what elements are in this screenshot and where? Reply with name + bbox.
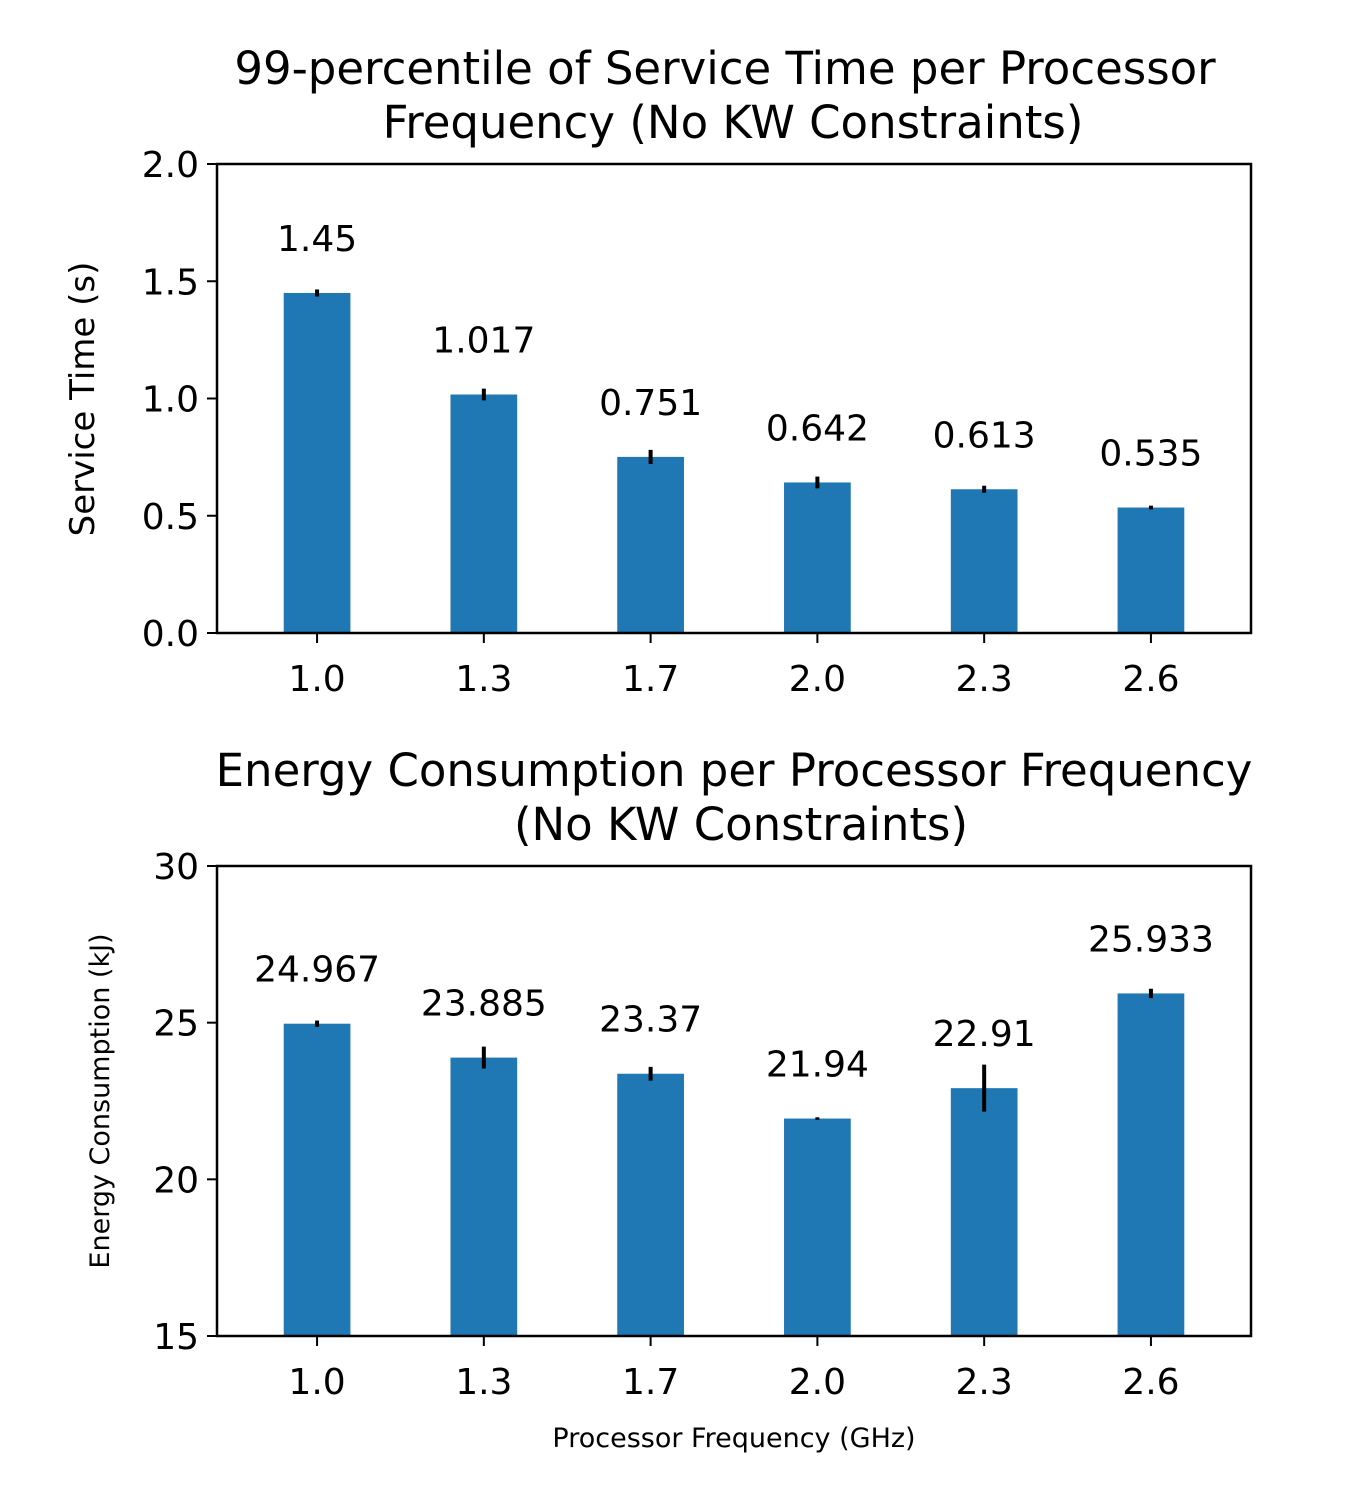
data-label-1.3: 1.017 xyxy=(432,321,535,362)
data-label-1.7: 23.37 xyxy=(599,1000,702,1041)
data-labels: 24.967 23.885 23.37 21.94 22.91 25.933 xyxy=(254,919,1214,1085)
y-tick-label: 15 xyxy=(153,1317,199,1358)
data-label-2.3: 22.91 xyxy=(933,1014,1036,1055)
service-time-chart: 99-percentile of Service Time per Proces… xyxy=(63,42,1253,700)
y-ticks: 15 20 25 30 xyxy=(153,847,217,1358)
x-tick-label: 2.0 xyxy=(789,659,846,700)
chart-title-line-1: 99-percentile of Service Time per Proces… xyxy=(234,42,1216,95)
y-tick-label: 1.5 xyxy=(142,262,199,303)
y-axis-label: Service Time (s) xyxy=(63,262,103,537)
data-label-2.0: 0.642 xyxy=(766,408,869,449)
data-label-2.3: 0.613 xyxy=(933,415,1036,456)
chart-title-line-2: Frequency (No KW Constraints) xyxy=(383,96,1084,149)
bars xyxy=(283,292,1185,633)
y-tick-label: 2.0 xyxy=(142,145,199,186)
bar-1.3 xyxy=(450,1057,518,1336)
x-tick-label: 2.3 xyxy=(956,659,1013,700)
data-label-2.6: 0.535 xyxy=(1099,434,1202,475)
y-tick-label: 25 xyxy=(153,1004,199,1045)
x-tick-label: 1.3 xyxy=(455,659,512,700)
data-label-2.6: 25.933 xyxy=(1088,919,1214,960)
bars xyxy=(283,993,1185,1336)
y-tick-label: 30 xyxy=(153,847,199,888)
x-tick-label: 2.3 xyxy=(956,1362,1013,1403)
x-tick-label: 1.7 xyxy=(622,659,679,700)
data-label-2.0: 21.94 xyxy=(766,1045,869,1086)
y-axis-label: Energy Consumption (kJ) xyxy=(85,933,116,1268)
x-tick-label: 1.0 xyxy=(288,659,345,700)
y-ticks: 0.0 0.5 1.0 1.5 2.0 xyxy=(142,145,217,655)
bar-2.6 xyxy=(1117,507,1185,633)
data-label-1.0: 1.45 xyxy=(277,219,357,260)
x-tick-label: 2.6 xyxy=(1122,659,1179,700)
x-tick-label: 1.7 xyxy=(622,1362,679,1403)
plot-frame xyxy=(215,864,1253,1338)
bar-1.0 xyxy=(283,1023,351,1336)
x-tick-label: 1.3 xyxy=(455,1362,512,1403)
data-label-1.0: 24.967 xyxy=(254,950,380,991)
data-labels: 1.45 1.017 0.751 0.642 0.613 0.535 xyxy=(277,219,1202,475)
bar-1.7 xyxy=(617,456,684,633)
plot-frame xyxy=(215,162,1253,635)
data-label-1.3: 23.885 xyxy=(421,984,547,1025)
chart-title-line-1: Energy Consumption per Processor Frequen… xyxy=(216,744,1253,797)
x-tick-label: 1.0 xyxy=(288,1362,345,1403)
energy-consumption-chart: Energy Consumption per Processor Frequen… xyxy=(85,744,1252,1454)
error-bars xyxy=(315,289,1153,510)
x-tick-label: 2.0 xyxy=(789,1362,846,1403)
y-tick-label: 20 xyxy=(153,1160,199,1201)
x-ticks: 1.0 1.3 1.7 2.0 2.3 2.6 xyxy=(288,633,1180,700)
x-ticks: 1.0 1.3 1.7 2.0 2.3 2.6 xyxy=(288,1336,1180,1403)
bar-1.3 xyxy=(450,394,518,633)
y-tick-label: 0.0 xyxy=(142,614,199,655)
x-tick-label: 2.6 xyxy=(1122,1362,1179,1403)
bar-2.3 xyxy=(950,489,1018,633)
data-label-1.7: 0.751 xyxy=(599,383,702,424)
bar-2.6 xyxy=(1117,993,1185,1336)
bar-2.3 xyxy=(950,1088,1018,1336)
y-tick-label: 1.0 xyxy=(142,380,199,421)
x-axis-label: Processor Frequency (GHz) xyxy=(552,1423,915,1454)
bar-1.7 xyxy=(617,1073,684,1336)
error-bars xyxy=(315,988,1153,1120)
bar-1.0 xyxy=(283,292,351,633)
bar-2.0 xyxy=(784,1118,851,1336)
bar-2.0 xyxy=(784,482,851,633)
chart-title-line-2: (No KW Constraints) xyxy=(514,798,968,851)
y-tick-label: 0.5 xyxy=(142,497,199,538)
